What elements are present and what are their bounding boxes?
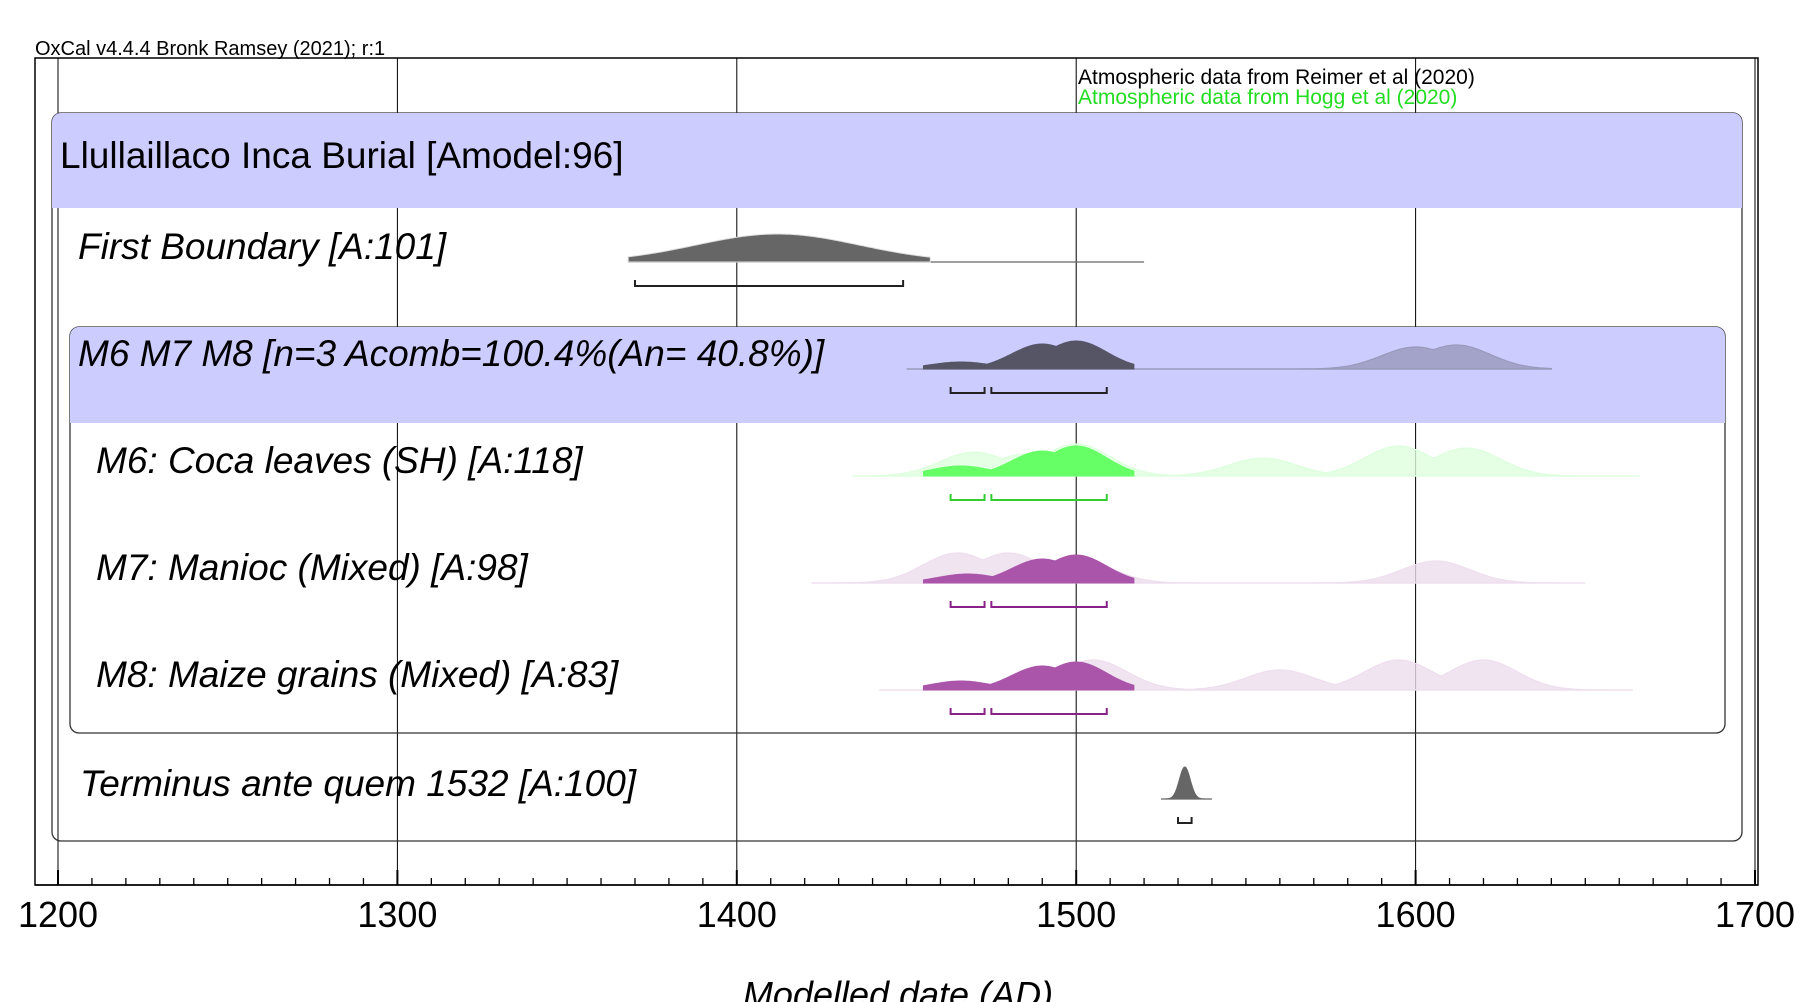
posterior-distribution-2 bbox=[922, 445, 1135, 477]
x-axis-ticks: 1200 1300 1400 1500 1600 1700 bbox=[18, 870, 1795, 935]
prior-distribution-3 bbox=[811, 552, 1586, 584]
posterior-distribution-5 bbox=[1161, 766, 1212, 800]
group-combine-band-fill bbox=[70, 360, 1725, 423]
x-axis-title: Modelled date (AD) bbox=[743, 974, 1053, 1002]
posterior-distribution-3 bbox=[922, 554, 1135, 584]
tick-label-1200: 1200 bbox=[18, 894, 98, 935]
row-labels: First Boundary [A:101] M6 M7 M8 [n=3 Acom… bbox=[78, 226, 825, 804]
group-outer-band-fill bbox=[52, 150, 1742, 208]
row-label-2: M6: Coca leaves (SH) [A:118] bbox=[96, 440, 583, 481]
tick-label-1500: 1500 bbox=[1036, 894, 1116, 935]
hpd-range-0-0 bbox=[633, 280, 905, 287]
row-label-3: M7: Manioc (Mixed) [A:98] bbox=[96, 547, 529, 588]
hpd-range-2-1 bbox=[990, 494, 1108, 501]
tick-label-1600: 1600 bbox=[1376, 894, 1456, 935]
posterior-distribution-0 bbox=[627, 233, 931, 263]
row-label-1: M6 M7 M8 [n=3 Acomb=100.4%(An= 40.8%)] bbox=[78, 333, 825, 374]
hpd-range-3-0 bbox=[949, 601, 986, 608]
row-label-0: First Boundary [A:101] bbox=[78, 226, 447, 267]
hpd-range-5-0 bbox=[1177, 817, 1193, 824]
hpd-range-2-0 bbox=[949, 494, 986, 501]
tick-label-1700: 1700 bbox=[1715, 894, 1795, 935]
row-label-4: M8: Maize grains (Mixed) [A:83] bbox=[96, 654, 619, 695]
distributions bbox=[627, 233, 1640, 800]
group-panels: Llullaillaco Inca Burial [Amodel:96] bbox=[51, 112, 1743, 842]
row-label-5: Terminus ante quem 1532 [A:100] bbox=[80, 763, 637, 804]
hpd-range-4-1 bbox=[990, 708, 1108, 715]
posterior-distribution-1 bbox=[922, 340, 1135, 370]
group-title-outer: Llullaillaco Inca Burial [Amodel:96] bbox=[60, 135, 624, 176]
credit-reimer: Atmospheric data from Reimer et al (2020… bbox=[1078, 66, 1475, 89]
hpd-range-1-1 bbox=[990, 387, 1108, 394]
software-version-label: OxCal v4.4.4 Bronk Ramsey (2021); r:1 bbox=[35, 38, 385, 60]
hpd-ranges bbox=[633, 280, 1193, 824]
hpd-range-3-1 bbox=[990, 601, 1108, 608]
tick-label-1400: 1400 bbox=[697, 894, 777, 935]
hpd-range-1-0 bbox=[949, 387, 986, 394]
tick-label-1300: 1300 bbox=[357, 894, 437, 935]
credit-hogg: Atmospheric data from Hogg et al (2020) bbox=[1078, 86, 1457, 109]
hpd-range-4-0 bbox=[949, 708, 986, 715]
posterior-distribution-4 bbox=[922, 661, 1135, 691]
